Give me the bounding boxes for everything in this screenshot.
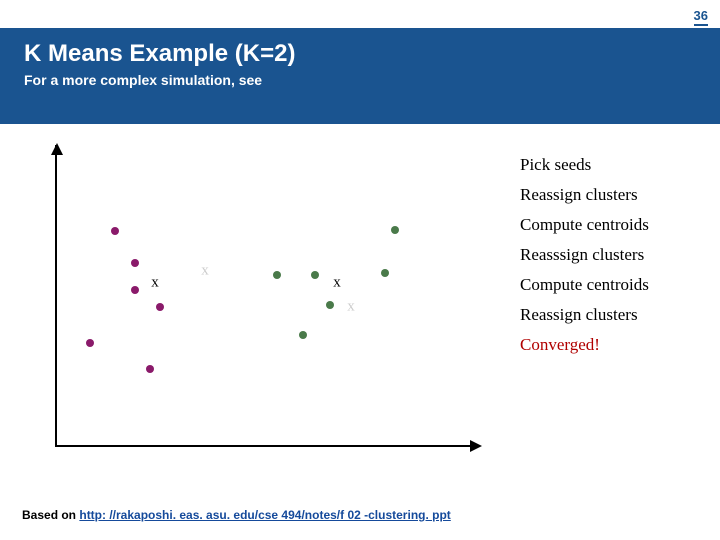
data-point xyxy=(273,271,281,279)
x-axis xyxy=(55,445,480,447)
data-point xyxy=(391,226,399,234)
data-point xyxy=(131,286,139,294)
centroid-marker: x xyxy=(151,275,159,292)
data-point xyxy=(299,331,307,339)
slide-subtitle: For a more complex simulation, see xyxy=(24,72,696,88)
footer-prefix: Based on xyxy=(22,508,79,522)
step-label: Reassign clusters xyxy=(520,305,710,325)
step-label: Pick seeds xyxy=(520,155,710,175)
slide-title: K Means Example (K=2) xyxy=(24,40,696,68)
page-number: 36 xyxy=(694,8,708,26)
step-label: Compute centroids xyxy=(520,215,710,235)
header-block: K Means Example (K=2) For a more complex… xyxy=(0,28,720,124)
data-point xyxy=(381,269,389,277)
step-label: Reassign clusters xyxy=(520,185,710,205)
data-point xyxy=(156,303,164,311)
steps-list: Pick seeds Reassign clusters Compute centr… xyxy=(520,155,710,365)
data-point xyxy=(111,227,119,235)
centroid-marker: x xyxy=(347,299,355,316)
footer-citation: Based on http: //rakaposhi. eas. asu. ed… xyxy=(22,508,451,522)
data-point xyxy=(146,365,154,373)
y-axis xyxy=(55,145,57,445)
data-point xyxy=(326,301,334,309)
data-point xyxy=(86,339,94,347)
data-point xyxy=(311,271,319,279)
step-converged: Converged! xyxy=(520,335,710,355)
footer-link[interactable]: http: //rakaposhi. eas. asu. edu/cse 494… xyxy=(79,508,450,522)
centroid-marker: x xyxy=(333,275,341,292)
step-label: Compute centroids xyxy=(520,275,710,295)
scatter-chart: xxxx xyxy=(55,145,485,455)
step-label: Reasssign clusters xyxy=(520,245,710,265)
centroid-marker: x xyxy=(201,263,209,280)
data-point xyxy=(131,259,139,267)
